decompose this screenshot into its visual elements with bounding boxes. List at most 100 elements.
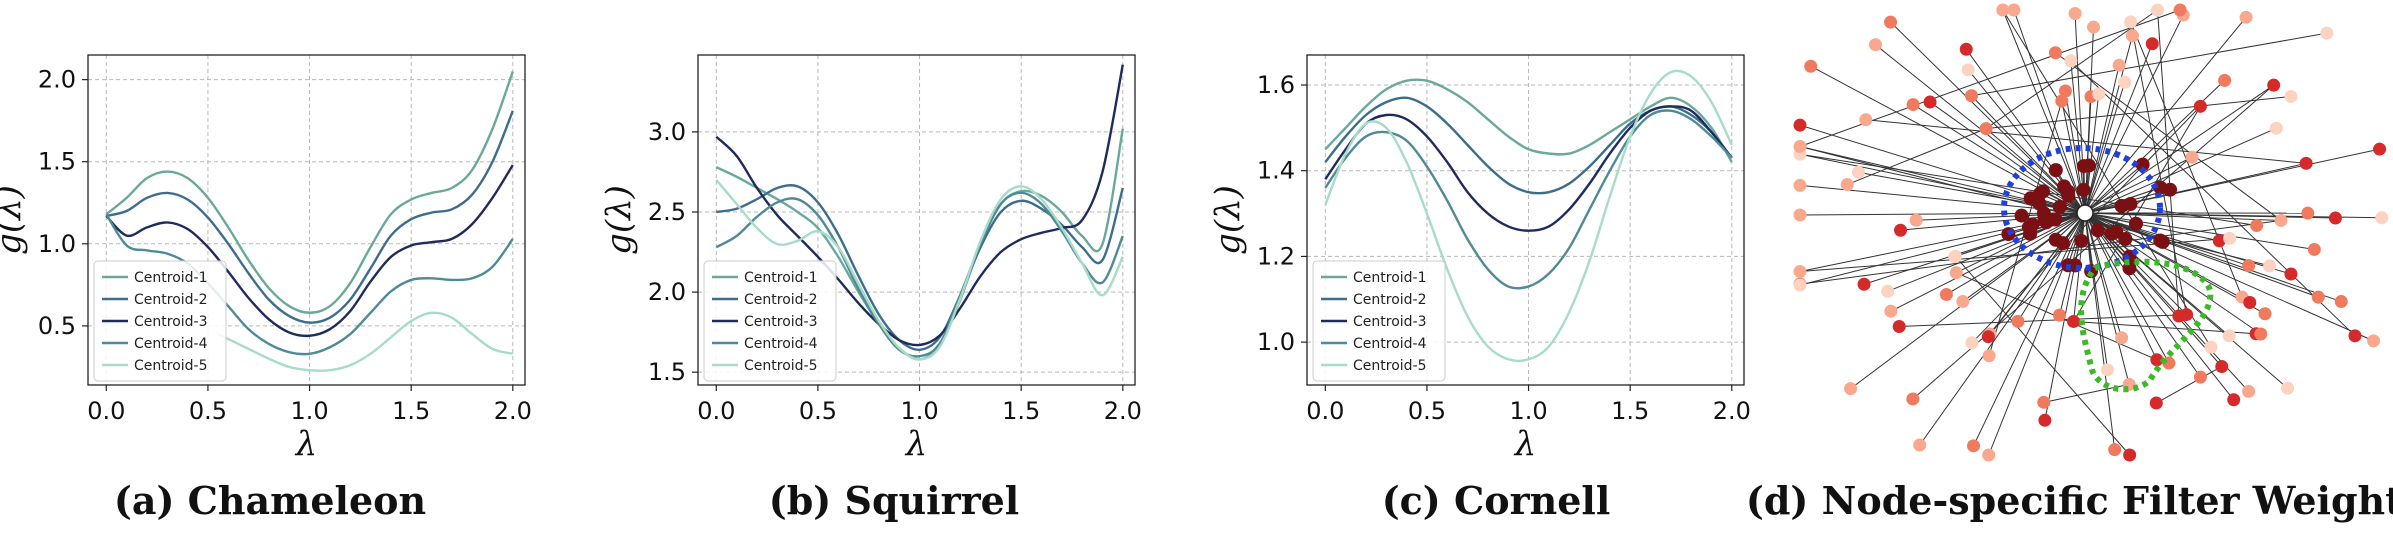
legend: Centroid-1 Centroid-2 Centroid-3 Centroid-4… [703,260,837,382]
nodes [1793,3,2389,462]
node [1967,439,1981,453]
node [2037,395,2051,409]
plot-frame [1306,54,1745,386]
node [2125,29,2139,43]
node [1793,208,1807,222]
legend-label-centroid-1: Centroid-1 [744,270,818,286]
node [2058,84,2072,98]
x-tick-label: 1.0 [290,397,328,425]
network-graph [1793,3,2389,462]
x-tick-label: 1.5 [392,397,430,425]
highlight-ring-green [2078,258,2214,393]
edge [1954,256,2131,456]
node [2014,208,2029,223]
series-line-centroid-2 [106,110,514,324]
node [1965,336,1979,350]
edge [1985,9,2158,130]
y-tick-label: 2.5 [648,198,686,226]
node [2052,308,2066,322]
node [2172,309,2186,323]
node [1868,38,1882,52]
edge [1899,314,2187,327]
y-tick-label: 0.5 [38,312,76,340]
edge [2084,212,2123,338]
node [2025,217,2040,232]
y-tick-label: 1.5 [38,148,76,176]
node [2150,353,2164,367]
legend-label-centroid-1: Centroid-1 [1353,270,1427,286]
edge [2084,212,2220,242]
legend-label-centroid-1: Centroid-1 [134,270,208,286]
edge [1847,128,1987,186]
edge [2013,9,2086,214]
series-line-centroid-4 [715,191,1124,358]
node [2222,329,2236,343]
node [2243,296,2257,310]
node [2239,10,2253,24]
node [1906,98,1920,112]
plot-frame [87,54,526,386]
node [2115,331,2129,345]
legend-label-centroid-4: Centroid-4 [1353,336,1427,352]
x-tick-label: 1.0 [900,397,938,425]
node [2048,212,2063,227]
node [2269,121,2283,135]
legend-label-centroid-5: Centroid-5 [744,358,818,374]
edge [2084,212,2315,250]
edge [2002,9,2086,214]
legend: Centroid-1 Centroid-2 Centroid-3 Centroid-4… [93,260,227,382]
node [1982,448,1996,462]
node [1949,266,1963,280]
node [2274,213,2288,227]
y-axis-label: g(λ) [0,185,29,255]
node [1939,287,1953,301]
node [2052,199,2067,214]
legend-label-centroid-4: Centroid-4 [744,336,818,352]
node [2242,259,2256,273]
node [2036,184,2051,199]
node [2328,211,2342,225]
node [2135,157,2150,172]
node [2101,363,2115,377]
edge [2084,212,2130,385]
y-tick-label: 1.6 [1257,71,1295,99]
y-axis-label: g(λ) [599,185,639,255]
caption-squirrel: (b) Squirrel [768,478,1020,523]
series-line-centroid-1 [105,71,514,314]
y-axis-label: g(λ) [1208,185,1248,255]
node [2074,233,2089,248]
node [1959,42,1973,56]
edge [2084,65,2120,214]
x-axis-label: λ [294,424,318,464]
edge [2084,82,2126,214]
plot-frame [697,54,1136,386]
x-axis-label: λ [1513,424,1537,464]
node [2076,182,2091,197]
edge [2002,9,2212,348]
node [1996,3,2010,17]
x-tick-label: 0.0 [87,397,125,425]
node [2048,163,2063,178]
legend: Centroid-1 Centroid-2 Centroid-3 Centroid-4… [1312,260,1446,382]
node [1859,113,1873,127]
edge [1971,32,2327,97]
node [1981,330,1995,344]
node [1923,95,1937,109]
node [2215,359,2229,373]
node [2250,219,2264,233]
node [2218,73,2232,87]
node [2373,142,2387,156]
legend-box [703,260,837,382]
node [1884,15,1898,29]
edge [2084,212,2292,275]
x-tick-label: 0.5 [1408,397,1446,425]
node [2124,15,2138,29]
y-tick-label: 3.0 [648,118,686,146]
legend-label-centroid-5: Centroid-5 [1353,358,1427,374]
node [2301,206,2315,220]
node [1894,223,1908,237]
node [2123,197,2138,212]
node [1906,392,1920,406]
x-tick-label: 2.0 [1104,397,1142,425]
node [2118,75,2132,89]
